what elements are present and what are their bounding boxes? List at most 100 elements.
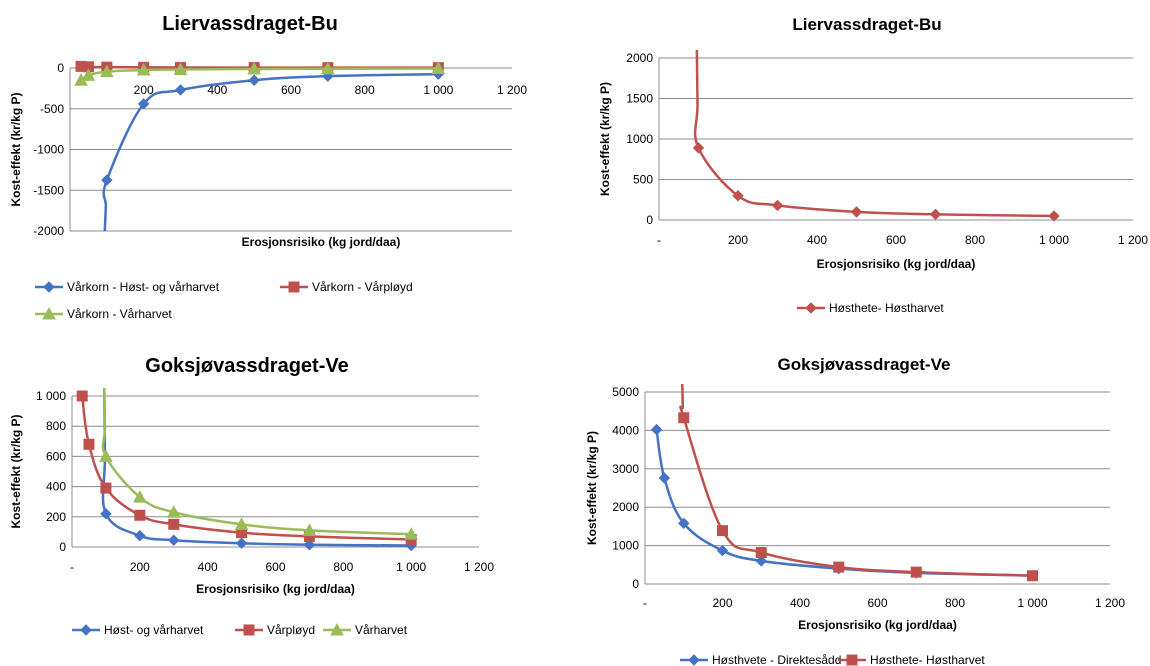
chart-3: Goksjøvassdraget-Ve 0 200 400 600 800 1 000 - 20… (9, 355, 494, 637)
y-tick-label: 0 (646, 213, 653, 227)
x-tick-label: 1 200 (1095, 596, 1125, 610)
data-point (692, 142, 705, 154)
x-tick-label: 600 (867, 596, 887, 610)
legend-label: Høst- og vårharvet (104, 623, 204, 637)
y-tick-label: 1000 (626, 132, 653, 146)
data-point (678, 517, 690, 530)
legend-marker (42, 306, 56, 320)
legend-entry: Høsthvete - Direktesådd (680, 653, 841, 666)
chart-title: Liervassdraget-Bu (792, 15, 941, 34)
data-point (134, 529, 146, 542)
y-tick-label: 1 000 (36, 389, 66, 403)
y-tick-label: 4000 (612, 423, 639, 437)
y-tick-label: 500 (633, 173, 653, 187)
x-tick-label: 400 (790, 596, 810, 610)
y-tick-label: -2000 (33, 224, 64, 238)
legend-marker (330, 622, 344, 636)
chart-title: Liervassdraget-Bu (162, 13, 338, 35)
legend-label: Høsthete- Høstharvet (829, 301, 944, 315)
legend-marker (243, 624, 255, 636)
data-point (929, 208, 942, 221)
data-point (755, 555, 767, 567)
legend-label: Vårkorn - Vårpløyd (312, 280, 413, 294)
data-point (101, 174, 113, 186)
chart-2: Liervassdraget-Bu 0 500 1000 1500 2000 - 200 400… (598, 15, 1148, 315)
series-3 (99, 388, 419, 540)
x-tick-label: - (657, 233, 661, 247)
y-tick-label: 2000 (612, 500, 639, 514)
data-point (166, 505, 181, 518)
legend-entry: Vårkorn - Høst- og vårharvet (35, 280, 220, 294)
legend-label: Vårpløyd (267, 623, 315, 637)
data-point (174, 84, 187, 96)
legend-label: Vårkorn - Høst- og vårharvet (67, 280, 220, 294)
legend-marker (43, 281, 55, 293)
data-point (650, 423, 663, 436)
series-3 (74, 61, 446, 86)
x-tick-label: 200 (134, 83, 154, 97)
y-tick-label: -1000 (33, 143, 64, 157)
x-tick-label: 800 (945, 596, 965, 610)
data-point (234, 517, 249, 530)
series-1 (692, 50, 1060, 222)
y-axis-label: Kost-effekt (kr/kg P) (585, 431, 599, 545)
data-point (132, 490, 147, 503)
data-point (83, 438, 95, 450)
x-tick-label: 800 (333, 560, 353, 574)
legend-label: Høsthvete - Direktesådd (712, 653, 841, 666)
series-line (80, 395, 412, 541)
data-point (302, 523, 317, 536)
series-line (693, 50, 1055, 218)
y-tick-label: -500 (40, 102, 64, 116)
x-axis-label: Erosjonsrisiko (kg jord/daa) (196, 582, 355, 596)
data-point (247, 61, 262, 75)
data-point (716, 544, 729, 557)
series-line (655, 429, 1033, 577)
data-point (833, 561, 845, 573)
x-tick-label: 800 (965, 233, 985, 247)
series-2 (76, 390, 417, 545)
x-tick-label: 1 000 (1017, 596, 1047, 610)
data-point (303, 539, 316, 551)
x-tick-label: 600 (265, 560, 285, 574)
y-tick-label: 1000 (612, 539, 639, 553)
y-tick-label: 3000 (612, 462, 639, 476)
y-tick-label: 5000 (612, 385, 639, 399)
chart-title: Goksjøvassdraget-Ve (145, 355, 348, 377)
data-point (1027, 570, 1038, 582)
data-point (755, 547, 767, 559)
data-point (910, 566, 922, 578)
x-tick-label: 400 (207, 83, 227, 97)
data-point (168, 518, 180, 530)
series-line (679, 384, 1033, 577)
data-point (717, 525, 728, 537)
y-tick-label: 200 (46, 510, 66, 524)
data-point (137, 98, 150, 110)
series-1 (100, 388, 417, 552)
y-tick-label: 0 (57, 61, 64, 75)
data-point (678, 412, 690, 424)
legend-entry: Høsthete- Høstharvet (797, 301, 944, 315)
x-tick-label: 200 (130, 560, 150, 574)
legend-label: Vårharvet (355, 623, 408, 637)
x-tick-label: 1 000 (1039, 233, 1069, 247)
y-tick-label: 600 (46, 449, 66, 463)
y-tick-label: 2000 (626, 51, 653, 65)
x-tick-label: 1 200 (1118, 233, 1148, 247)
legend-entry: Vårharvet (323, 622, 408, 637)
data-point (771, 199, 784, 212)
chart-title: Goksjøvassdraget-Ve (778, 355, 951, 374)
y-axis-label: Kost-effekt (kr/kg P) (598, 82, 612, 196)
data-point (732, 189, 744, 202)
data-point (100, 482, 112, 494)
x-tick-label: 1 200 (497, 83, 527, 97)
data-point (100, 508, 112, 520)
legend-marker (805, 302, 817, 314)
legend-entry: Vårkorn - Vårpløyd (280, 280, 413, 294)
data-point (320, 61, 335, 75)
x-tick-label: 200 (712, 596, 732, 610)
data-point (99, 64, 114, 78)
x-tick-label: 1 000 (423, 83, 453, 97)
legend-marker (688, 654, 700, 666)
